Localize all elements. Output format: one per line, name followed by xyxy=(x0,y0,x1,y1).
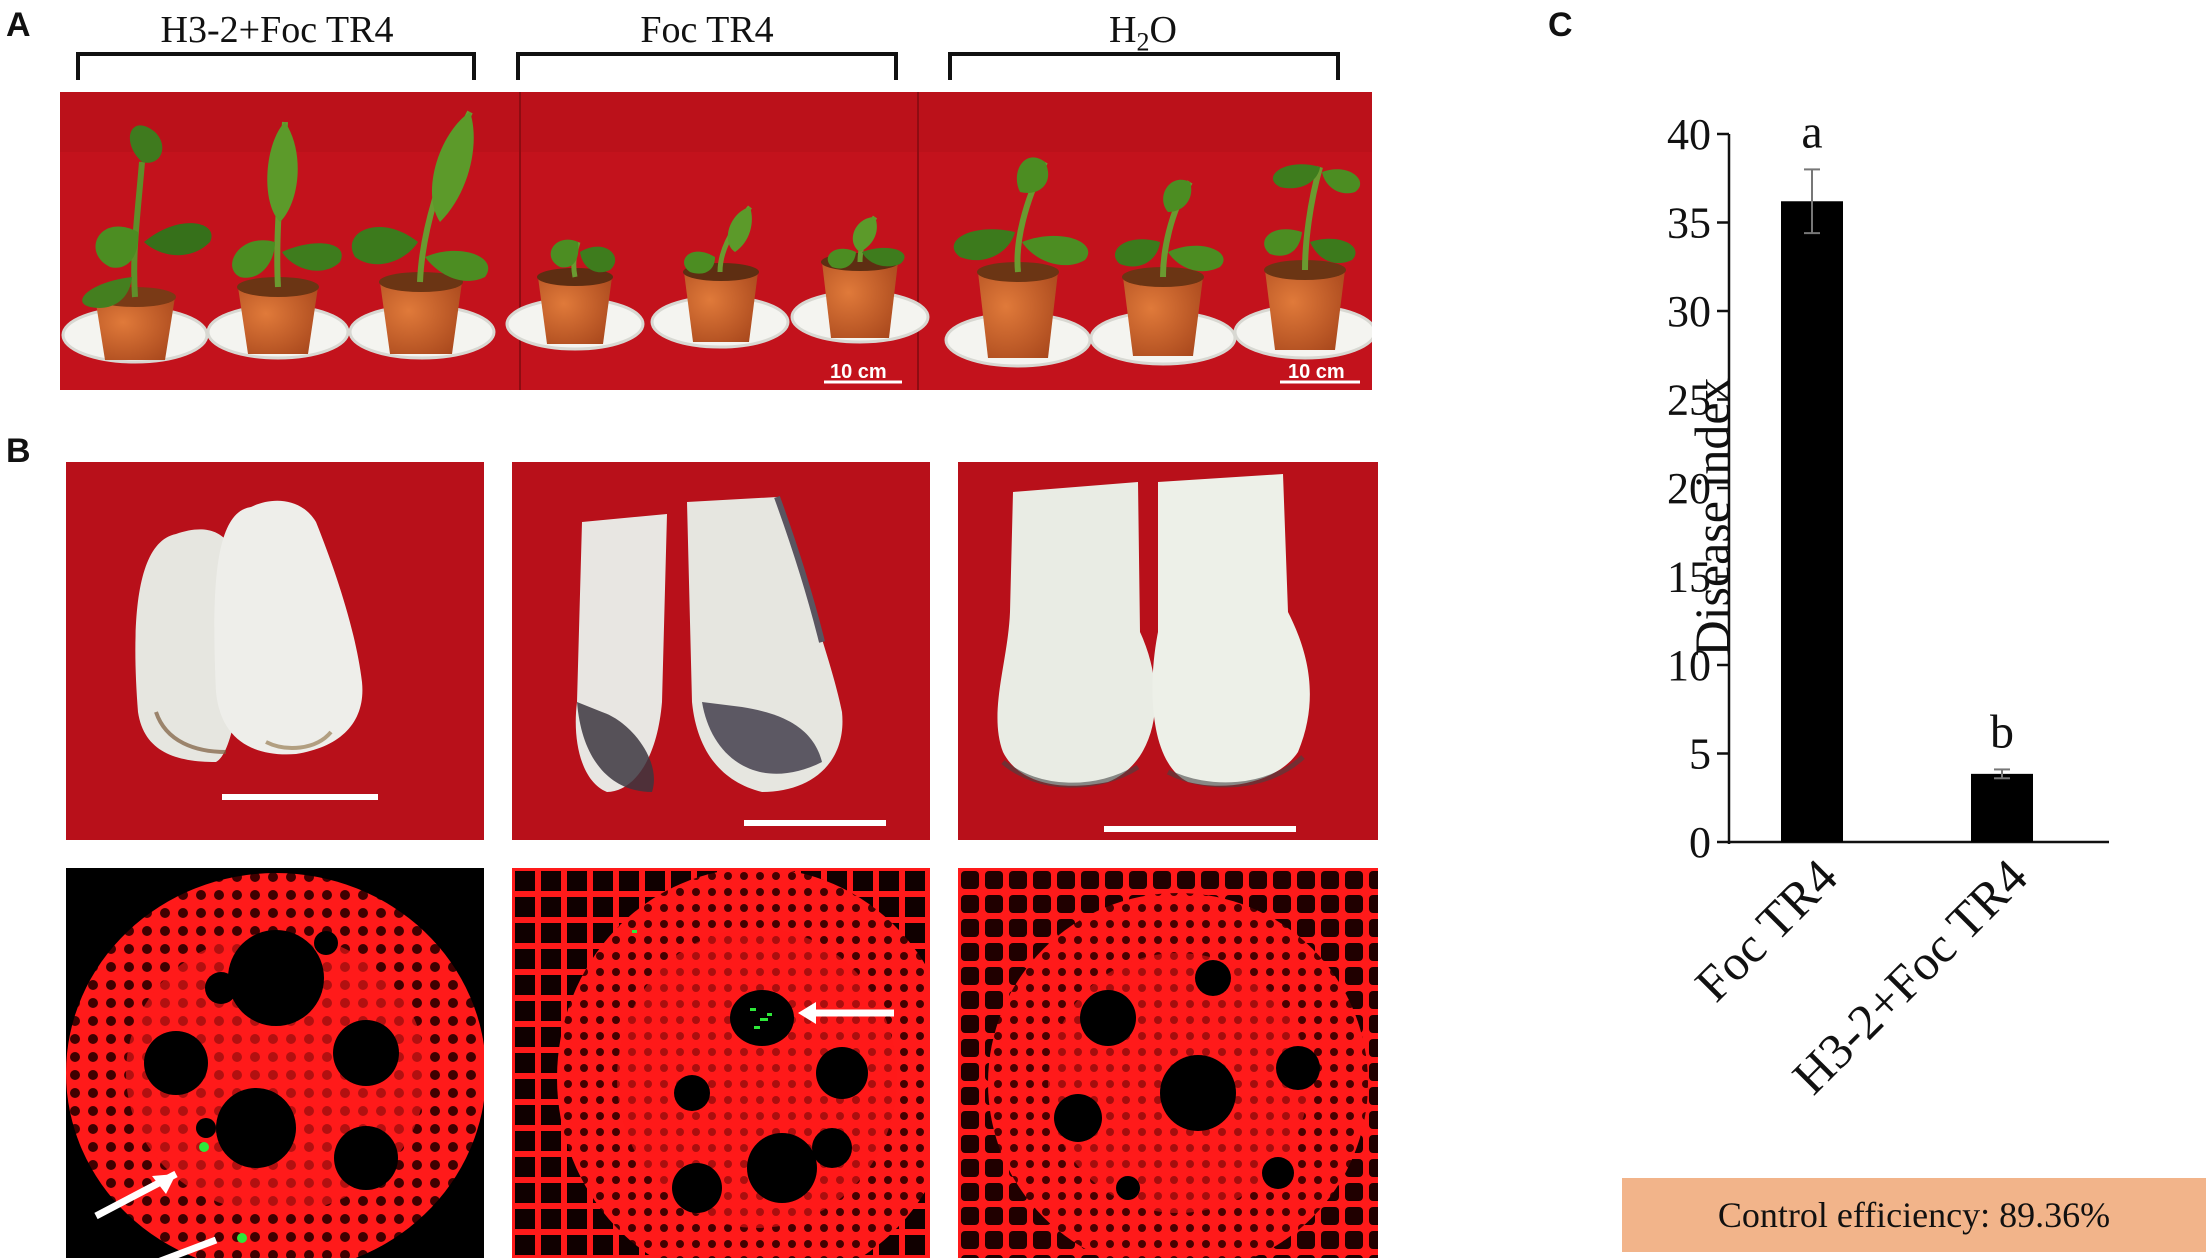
group-bracket-h3-2-foc xyxy=(76,52,476,80)
y-axis-ticks: 0 5 10 15 20 25 30 35 40 xyxy=(1667,110,1729,867)
plant-pot-2 xyxy=(206,121,350,360)
corm-section-foc xyxy=(512,462,930,840)
y-tick-label-5: 25 xyxy=(1667,376,1711,425)
bars: ab xyxy=(1781,105,2033,842)
group-bracket-foc xyxy=(516,52,898,80)
bar-1 xyxy=(1971,773,2033,842)
group-label-foc: Foc TR4 xyxy=(640,9,774,51)
control-efficiency-box: Control efficiency: 89.36% xyxy=(1622,1178,2206,1252)
panel-label-c: C xyxy=(1548,6,1573,44)
plant-pot-9 xyxy=(1233,164,1372,360)
y-tick-label-2: 10 xyxy=(1667,641,1711,690)
y-tick-label-0: 0 xyxy=(1689,818,1711,867)
y-tick-label-8: 40 xyxy=(1667,110,1711,159)
y-axis-label: Disease index xyxy=(1684,377,1740,656)
y-tick-label-3: 15 xyxy=(1667,553,1711,602)
panel-label-b: B xyxy=(6,432,31,470)
corm-section-water xyxy=(958,462,1378,840)
plant-pot-1 xyxy=(61,125,212,364)
plant-pot-4 xyxy=(505,239,645,351)
plant-pot-6 xyxy=(790,215,930,344)
y-tick-label-6: 30 xyxy=(1667,287,1711,336)
plant-pot-3 xyxy=(348,110,496,360)
plant-pot-5 xyxy=(650,205,790,349)
micrograph-foc xyxy=(512,868,930,1258)
y-tick-label-4: 20 xyxy=(1667,464,1711,513)
group-label-h3-2-foc: H3-2+Foc TR4 xyxy=(160,9,394,51)
bar-0 xyxy=(1781,201,1843,842)
plant-pot-7 xyxy=(944,157,1092,368)
plant-pots-photo: 10 cm 10 cm xyxy=(60,92,1372,390)
corm-section-h3-2-foc xyxy=(66,462,484,840)
micrograph-water xyxy=(958,868,1378,1258)
plant-pot-8 xyxy=(1089,179,1237,366)
significance-letter-0: a xyxy=(1801,105,1822,158)
scale-bar-label-1: 10 cm xyxy=(830,361,887,383)
micrograph-h3-2-foc xyxy=(66,868,484,1258)
y-tick-label-1: 5 xyxy=(1689,730,1711,779)
scale-bar-label-2: 10 cm xyxy=(1288,361,1345,383)
group-label-water: H2O xyxy=(1109,9,1177,57)
y-tick-label-7: 35 xyxy=(1667,199,1711,248)
panel-label-a: A xyxy=(6,6,31,44)
x-tick-label-0: Foc TR4 xyxy=(1684,848,1848,1012)
group-bracket-water xyxy=(948,52,1340,80)
significance-letter-1: b xyxy=(1990,705,2014,758)
